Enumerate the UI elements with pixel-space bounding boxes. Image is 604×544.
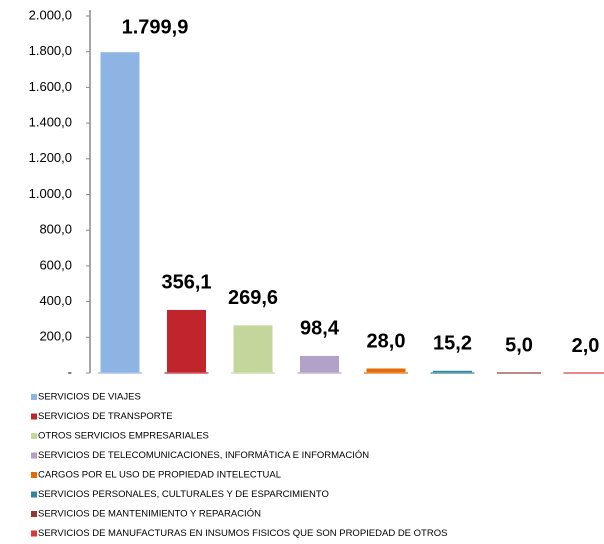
bar-base	[563, 372, 604, 374]
legend-swatch	[31, 472, 37, 478]
legend-label: CARGOS POR EL USO DE PROPIEDAD INTELECTU…	[38, 470, 281, 481]
y-tick-label: -	[68, 364, 72, 379]
value-label: 2,0	[572, 335, 600, 357]
value-label: 269,6	[228, 287, 278, 309]
value-label: 98,4	[300, 318, 340, 340]
legend-label: SERVICIOS DE MANUFACTURAS EN INSUMOS FIS…	[38, 528, 447, 539]
legend-swatch	[31, 413, 37, 420]
bar-base	[164, 372, 209, 374]
y-tick-label: 1.800,0	[29, 43, 72, 58]
legend-swatch	[31, 530, 37, 537]
bar	[99, 51, 141, 374]
bar	[166, 308, 207, 374]
legend-label: SERVICIOS PERSONALES, CULTURALES Y DE ES…	[38, 489, 329, 500]
legend-swatch	[31, 511, 37, 517]
y-tick-label: 200,0	[39, 329, 72, 344]
y-tick-label: 1.600,0	[29, 79, 72, 94]
legend-swatch	[31, 394, 37, 400]
value-label: 1.799,9	[122, 16, 189, 38]
bar-base	[231, 372, 275, 374]
value-label: 5,0	[505, 334, 533, 356]
legend-label: OTROS SERVICIOS EMPRESARIALES	[38, 431, 209, 442]
legend-swatch	[31, 452, 37, 459]
y-tick-label: 800,0	[39, 222, 72, 237]
bar-base	[430, 372, 475, 374]
legend-label: SERVICIOS DE MANTENIMIENTO Y REPARACIÓN	[38, 509, 261, 520]
value-label: 356,1	[161, 272, 211, 294]
y-tick-label: 1.200,0	[29, 150, 72, 165]
y-tick-label: 400,0	[39, 293, 72, 308]
bar-base	[364, 372, 408, 374]
legend-label: SERVICIOS DE VIAJES	[38, 392, 141, 403]
y-tick-label: 600,0	[39, 257, 72, 272]
legend-label: SERVICIOS DE TRANSPORTE	[38, 411, 173, 422]
bar-base	[297, 372, 342, 374]
value-label: 15,2	[433, 333, 472, 355]
y-tick-label: 1.400,0	[29, 115, 72, 130]
bar	[232, 324, 274, 374]
bar	[299, 354, 340, 374]
y-tick-label: 2.000,0	[29, 7, 72, 22]
legend-swatch	[31, 433, 37, 439]
legend-swatch	[31, 491, 37, 498]
bar-base	[497, 372, 541, 374]
y-tick-label: 1.000,0	[29, 186, 72, 201]
bar-base	[98, 372, 142, 374]
legend-label: SERVICIOS DE TELECOMUNICACIONES, INFORMÁ…	[38, 450, 369, 461]
value-label: 28,0	[367, 330, 406, 352]
